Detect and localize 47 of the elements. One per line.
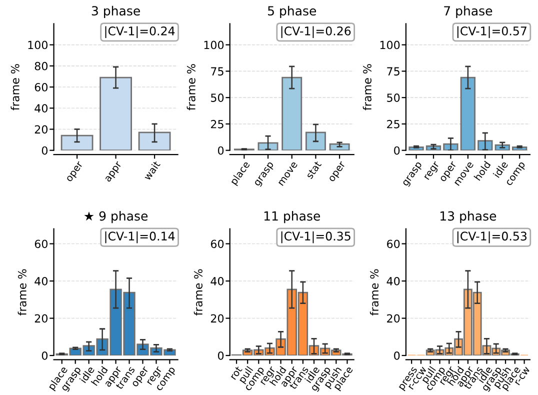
y-tick-label: 40 (34, 276, 48, 286)
annotation: |CV-1|=0.14 (105, 231, 175, 244)
chart-title: ★ 9 phase (84, 211, 148, 224)
chart-title: 5 phase (268, 6, 316, 18)
y-tick-label: 40 (210, 276, 224, 286)
y-axis-title: frame % (370, 269, 379, 316)
y-tick-label: 50 (387, 94, 400, 102)
annotation: |CV-1|=0.57 (457, 26, 526, 38)
annotation: |CV-1|=0.35 (281, 231, 350, 244)
y-tick-label: 50 (211, 94, 224, 102)
y-tick-label: 0 (42, 351, 48, 360)
y-tick-label: 25 (210, 120, 224, 128)
y-tick-label: 80 (34, 62, 48, 70)
y-axis-title: frame % (18, 269, 26, 316)
y-axis-title: frame % (362, 64, 372, 110)
x-tick-label: idle (492, 160, 508, 178)
y-tick-label: 0 (218, 146, 224, 155)
y-tick-label: 20 (34, 314, 48, 323)
chart-title: 13 phase (440, 211, 496, 224)
y-axis-title: frame % (194, 269, 202, 316)
y-tick-label: 0 (394, 351, 400, 360)
y-tick-label: 20 (34, 125, 48, 134)
y-tick-label: 100 (204, 40, 224, 50)
chart-title: 7 phase (444, 6, 492, 18)
y-tick-label: 75 (211, 67, 224, 76)
y-tick-label: 20 (210, 314, 224, 323)
y-tick-label: 0 (218, 351, 224, 360)
annotation: |CV-1|=0.53 (457, 231, 527, 244)
y-tick-label: 20 (387, 314, 400, 323)
y-tick-label: 100 (28, 40, 48, 50)
y-tick-label: 60 (34, 240, 48, 248)
y-tick-label: 60 (210, 240, 224, 248)
chart-title: 3 phase (92, 6, 140, 18)
y-tick-label: 60 (34, 82, 48, 92)
y-tick-label: 40 (386, 276, 400, 286)
y-axis-title: frame % (10, 64, 20, 110)
y-tick-label: 25 (387, 120, 400, 128)
y-tick-label: 40 (34, 104, 48, 113)
annotation: |CV-1|=0.24 (105, 26, 175, 38)
chart-title: 11 phase (264, 211, 320, 224)
y-tick-label: 0 (394, 146, 400, 155)
y-axis-title: frame % (186, 64, 196, 110)
annotation: |CV-1|=0.26 (281, 26, 351, 38)
y-tick-label: 60 (387, 240, 400, 248)
y-tick-label: 75 (387, 67, 400, 76)
y-tick-label: 100 (380, 40, 400, 50)
y-tick-label: 0 (42, 146, 48, 155)
